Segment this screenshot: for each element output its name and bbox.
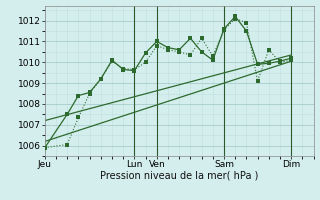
X-axis label: Pression niveau de la mer( hPa ): Pression niveau de la mer( hPa ) (100, 171, 258, 181)
